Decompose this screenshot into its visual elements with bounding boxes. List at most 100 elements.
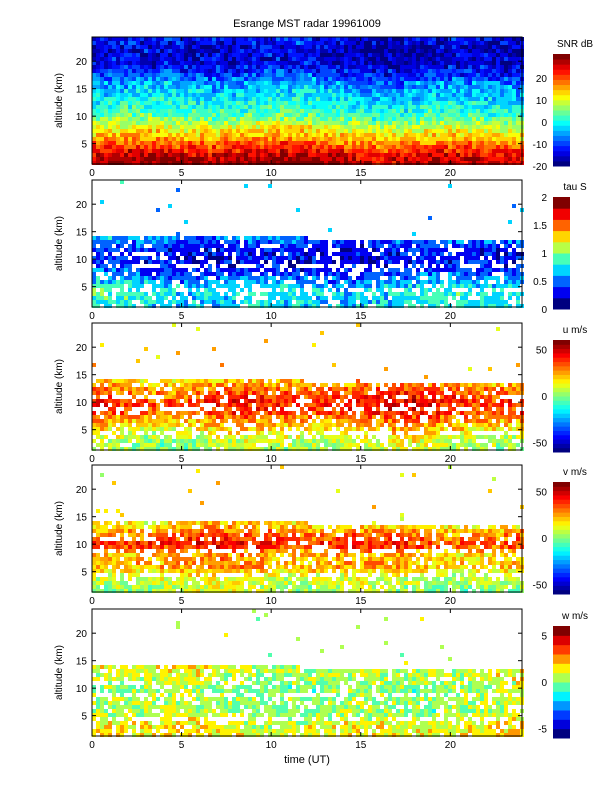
heatmap-cell [272,145,276,149]
heatmap-cell [288,284,292,288]
heatmap-cell [456,65,460,69]
heatmap-cell [160,236,164,240]
heatmap-cell [424,117,428,121]
heatmap-cell [312,244,316,248]
heatmap-cell [288,288,292,292]
heatmap-cell [244,236,248,240]
heatmap-cell [260,145,264,149]
heatmap-cell [480,133,484,137]
heatmap-cell [328,125,332,129]
heatmap-cell [276,81,280,85]
heatmap-cell [164,45,168,49]
heatmap-cell [364,93,368,97]
heatmap-cell [272,113,276,117]
heatmap-cell [428,101,432,105]
heatmap-cell [136,129,140,133]
heatmap-cell [392,149,396,153]
heatmap-cell [116,129,120,133]
heatmap-cell [260,113,264,117]
heatmap-cell [440,121,444,125]
heatmap-cell [176,101,180,105]
heatmap-cell [368,276,372,280]
heatmap-cell [116,236,120,240]
heatmap-cell [364,268,368,272]
heatmap-cell [228,49,232,53]
heatmap-cell [260,77,264,81]
heatmap-cell [340,296,344,300]
heatmap-cell [484,153,488,157]
heatmap-cell [268,304,272,308]
heatmap-cell [264,280,268,284]
heatmap-cell [400,117,404,121]
heatmap-cell [264,37,268,41]
heatmap-cell [200,284,204,288]
heatmap-cell [268,57,272,61]
colorbar-segment [553,120,570,126]
heatmap-cell [384,109,388,113]
heatmap-cell [352,49,356,53]
heatmap-cell [408,65,412,69]
heatmap-cell [204,45,208,49]
heatmap-cell [204,93,208,97]
heatmap-cell [360,109,364,113]
heatmap-cell [268,69,272,73]
heatmap-cell [472,248,476,252]
heatmap-cell [480,85,484,89]
heatmap-cell [328,93,332,97]
heatmap-cell [320,97,324,101]
heatmap-cell [372,41,376,45]
heatmap-cell [392,69,396,73]
heatmap-cell [284,149,288,153]
heatmap-cell [304,304,308,308]
heatmap-cell [284,236,288,240]
heatmap-cell [216,41,220,45]
heatmap-cell [356,57,360,61]
heatmap-cell [332,69,336,73]
heatmap-cell [216,145,220,149]
heatmap-cell [484,105,488,109]
heatmap-cell [444,129,448,133]
heatmap-cell [140,137,144,141]
heatmap-cell [436,41,440,45]
heatmap-cell [324,157,328,161]
heatmap-cell [416,109,420,113]
heatmap-cell [164,65,168,69]
heatmap-cell [248,105,252,109]
heatmap-cell [288,240,292,244]
heatmap-cell [480,129,484,133]
heatmap-cell [204,57,208,61]
heatmap-cell [224,41,228,45]
heatmap-cell [204,41,208,45]
heatmap-cell [516,244,520,248]
heatmap-cell [440,260,444,264]
heatmap-cell [284,41,288,45]
heatmap-cell [376,264,380,268]
heatmap-cell [480,65,484,69]
heatmap-cell [108,37,112,41]
heatmap-cell [476,244,480,248]
heatmap-cell [184,137,188,141]
heatmap-cell [404,149,408,153]
heatmap-cell [368,41,372,45]
heatmap-cell [484,89,488,93]
heatmap-cell [428,149,432,153]
heatmap-cell [208,284,212,288]
heatmap-cell [132,248,136,252]
heatmap-cell [156,260,160,264]
heatmap-cell [264,73,268,77]
heatmap-cell [92,93,96,97]
heatmap-cell [400,97,404,101]
heatmap-cell [468,149,472,153]
heatmap-cell [108,81,112,85]
heatmap-cell [480,304,484,308]
heatmap-cell [228,101,232,105]
heatmap-cell [236,77,240,81]
heatmap-cell [332,280,336,284]
heatmap-cell [236,252,240,256]
heatmap-cell [160,296,164,300]
heatmap-cell [248,149,252,153]
heatmap-cell [268,65,272,69]
heatmap-cell [240,260,244,264]
heatmap-cell [404,288,408,292]
heatmap-cell [456,141,460,145]
